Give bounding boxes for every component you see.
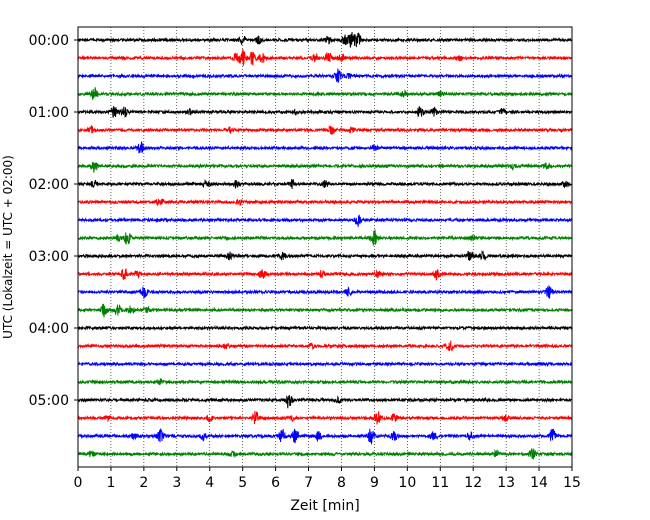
x-axis-ticks: 0 1 2 3 4 5 6 7 8 9 10 11 12 13 14 15 [74,467,581,491]
seismogram-trace [77,198,573,207]
x-tick-label: 12 [464,475,482,491]
seismogram-trace [77,303,573,318]
x-tick-label: 13 [497,475,515,491]
seismogram-trace [77,411,573,425]
seismogram-trace [77,268,573,281]
y-tick-label: 03:00 [29,249,69,265]
x-tick-label: 6 [271,475,280,491]
seismogram-trace [77,448,573,460]
x-tick-label: 11 [431,475,449,491]
x-tick-label: 7 [304,475,313,491]
x-tick-label: 2 [139,475,148,491]
y-tick-label: 01:00 [29,105,69,121]
x-tick-label: 4 [205,475,214,491]
x-tick-label: 15 [563,475,581,491]
y-tick-label: 04:00 [29,321,69,337]
x-tick-label: 8 [337,475,346,491]
y-axis-ticks: 00:00 01:00 02:00 03:00 04:00 05:00 [29,33,78,409]
x-tick-label: 3 [172,475,181,491]
vertical-gridlines [110,27,540,467]
trace-group [77,32,573,460]
seismogram-trace [77,178,573,189]
plot-frame [77,26,573,468]
x-axis-label: Zeit [min] [290,498,359,514]
seismogram-trace [77,87,573,100]
seismogram-trace [77,124,573,136]
seismogram-trace [77,229,573,246]
x-tick-label: 1 [106,475,115,491]
seismogram-trace [77,214,573,227]
seismogram-trace [77,161,573,173]
seismogram-trace [77,141,573,154]
y-tick-label: 05:00 [29,393,69,409]
seismogram-trace [77,395,573,409]
seismogram-trace [77,249,573,261]
seismogram-trace [77,378,573,386]
seismogram-trace [77,105,573,118]
seismogram-trace [77,428,573,446]
seismogram-trace [77,360,573,368]
seismogram-trace [77,324,573,332]
x-tick-label: 9 [370,475,379,491]
x-tick-label: 5 [238,475,247,491]
seismogram-trace [77,32,573,48]
y-tick-label: 00:00 [29,33,69,49]
seismogram-trace [77,340,573,352]
x-tick-label: 0 [74,475,83,491]
x-tick-label: 10 [398,475,416,491]
seismogram-trace [77,285,573,299]
seismogram-trace [77,48,573,67]
x-tick-label: 14 [530,475,548,491]
y-tick-label: 02:00 [29,177,69,193]
seismogram-trace [77,68,573,84]
y-axis-label: UTC (Lokalzeit = UTC + 02:00) [1,155,15,339]
